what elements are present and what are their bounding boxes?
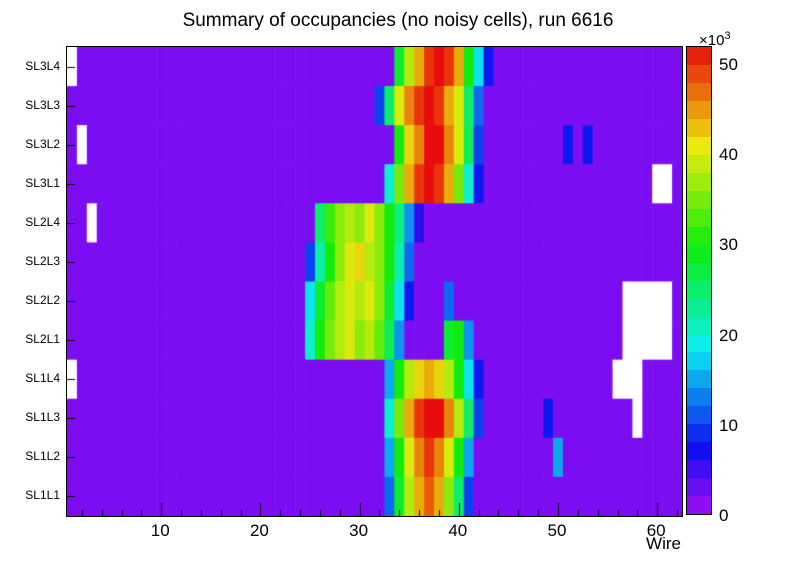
y-axis-label: SL3L3 — [25, 97, 60, 112]
colorbar-segment — [687, 118, 711, 137]
colorbar-segment — [687, 352, 711, 371]
y-axis-label: SL2L2 — [25, 293, 60, 308]
x-axis-tick-label: 20 — [249, 521, 269, 540]
colorbar-exponent: ×103 — [699, 30, 731, 49]
colorbar-segment — [687, 64, 711, 83]
colorbar-tick-label: 0 — [719, 506, 729, 525]
colorbar-segment — [687, 280, 711, 299]
colorbar-segment — [687, 82, 711, 101]
colorbar-segment — [687, 136, 711, 155]
x-axis-tick-label: 60 — [646, 521, 666, 540]
colorbar-segment — [687, 496, 711, 515]
colorbar-exponent-base: ×10 — [699, 32, 725, 49]
colorbar-tick-label: 20 — [719, 325, 738, 345]
colorbar-segment — [687, 370, 711, 389]
colorbar-segment — [687, 172, 711, 191]
colorbar-segment — [687, 478, 711, 497]
y-axis-label: SL2L3 — [25, 253, 60, 268]
colorbar-segment — [687, 244, 711, 263]
colorbar-segment — [687, 316, 711, 335]
y-axis-label: SL1L1 — [25, 488, 60, 503]
colorbar-segment — [687, 298, 711, 317]
colorbar-segment — [687, 424, 711, 443]
colorbar-segment — [687, 154, 711, 173]
colorbar-segment — [687, 460, 711, 479]
y-axis-label: SL2L4 — [25, 214, 60, 229]
colorbar-segment — [687, 406, 711, 425]
colorbar-segment — [687, 47, 711, 65]
y-axis-label: SL3L4 — [25, 58, 60, 73]
x-axis-tick-label: 30 — [349, 521, 369, 540]
colorbar-segment — [687, 208, 711, 227]
x-axis-tick-label: 10 — [150, 521, 170, 540]
x-axis-tick-label: 40 — [448, 521, 468, 540]
x-axis-tick-label: 50 — [547, 521, 567, 540]
y-axis-label: SL2L1 — [25, 332, 60, 347]
x-axis-title: Wire — [646, 534, 681, 553]
colorbar-segment — [687, 334, 711, 353]
colorbar-tick-label: 50 — [719, 55, 738, 75]
y-axis-label: SL3L2 — [25, 136, 60, 151]
y-axis-label: SL3L1 — [25, 175, 60, 190]
colorbar — [686, 46, 712, 515]
colorbar-exponent-power: 3 — [724, 30, 731, 42]
colorbar-segment — [687, 190, 711, 209]
colorbar-segment — [687, 388, 711, 407]
colorbar-segment — [687, 100, 711, 119]
colorbar-segment — [687, 442, 711, 461]
y-axis-label: SL1L3 — [25, 410, 60, 425]
colorbar-segment — [687, 226, 711, 245]
y-axis-label: SL1L4 — [25, 371, 60, 386]
occupancy-heatmap — [66, 46, 683, 517]
y-axis-label: SL1L2 — [25, 449, 60, 464]
colorbar-tick-label: 10 — [719, 415, 738, 435]
colorbar-segment — [687, 262, 711, 281]
colorbar-tick-label: 30 — [719, 235, 738, 255]
colorbar-tick-label: 40 — [719, 145, 738, 165]
chart-title: Summary of occupancies (no noisy cells),… — [182, 10, 614, 31]
